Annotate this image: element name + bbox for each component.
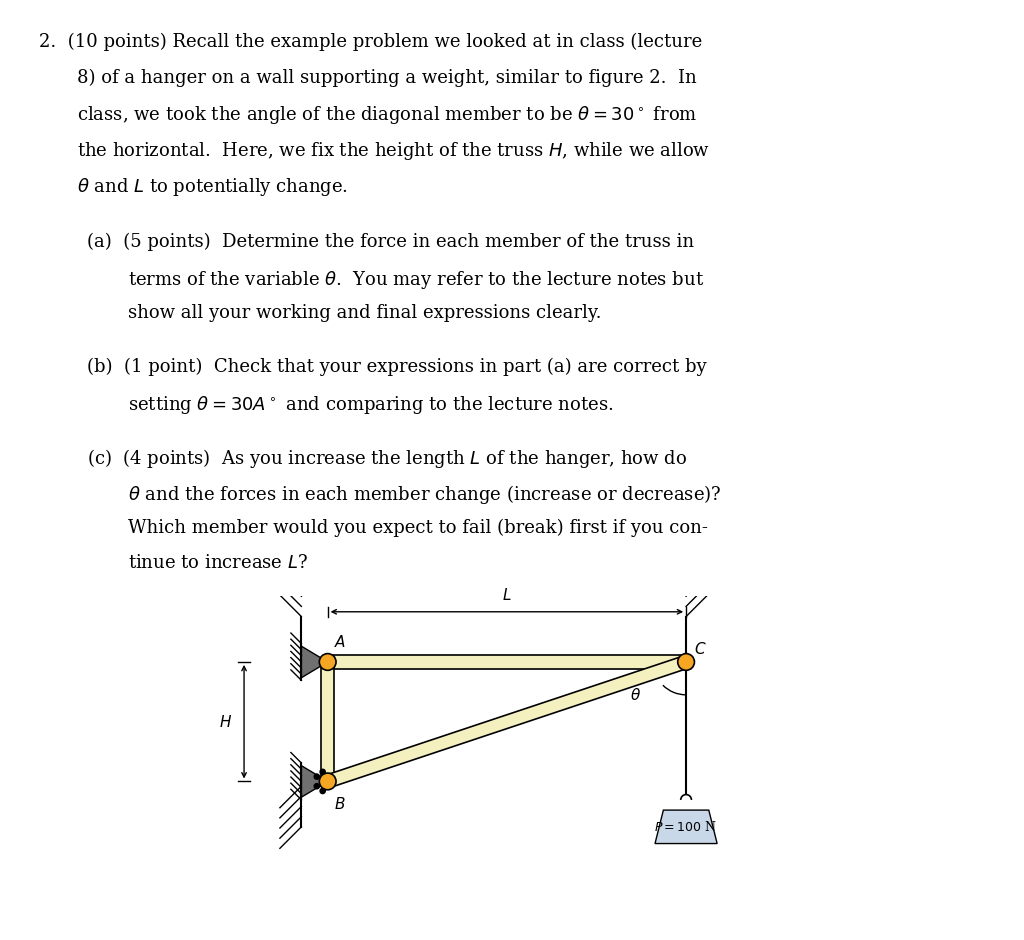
Text: $\theta$ and $L$ to potentially change.: $\theta$ and $L$ to potentially change. <box>77 176 348 197</box>
Polygon shape <box>326 656 688 788</box>
Text: (c)  (4 points)  As you increase the length $L$ of the hanger, how do: (c) (4 points) As you increase the lengt… <box>87 447 687 470</box>
Text: $\theta$ and the forces in each member change (increase or decrease)?: $\theta$ and the forces in each member c… <box>128 483 722 506</box>
Text: $B$: $B$ <box>334 796 345 812</box>
Text: tinue to increase $L$?: tinue to increase $L$? <box>128 555 308 572</box>
Text: $H$: $H$ <box>219 713 232 729</box>
Text: 2.  (10 points) Recall the example problem we looked at in class (lecture: 2. (10 points) Recall the example proble… <box>39 33 702 51</box>
Circle shape <box>321 779 326 784</box>
Polygon shape <box>301 646 328 678</box>
Text: the horizontal.  Here, we fix the height of the truss $H$, while we allow: the horizontal. Here, we fix the height … <box>77 140 710 162</box>
Circle shape <box>319 773 336 790</box>
Circle shape <box>319 653 336 670</box>
Text: $P = 100$ N: $P = 100$ N <box>654 820 718 834</box>
Polygon shape <box>322 662 334 781</box>
Polygon shape <box>655 810 717 843</box>
Text: $C$: $C$ <box>694 641 707 657</box>
Text: terms of the variable $\theta$.  You may refer to the lecture notes but: terms of the variable $\theta$. You may … <box>128 269 705 290</box>
Circle shape <box>314 774 319 779</box>
Text: $\theta$: $\theta$ <box>631 687 641 703</box>
Text: show all your working and final expressions clearly.: show all your working and final expressi… <box>128 305 601 322</box>
Text: (a)  (5 points)  Determine the force in each member of the truss in: (a) (5 points) Determine the force in ea… <box>87 233 694 251</box>
Circle shape <box>321 769 326 775</box>
Text: class, we took the angle of the diagonal member to be $\theta = 30^\circ$ from: class, we took the angle of the diagonal… <box>77 104 697 126</box>
Polygon shape <box>301 766 328 797</box>
Circle shape <box>678 653 694 670</box>
Polygon shape <box>328 655 686 668</box>
Text: 8) of a hanger on a wall supporting a weight, similar to figure 2.  In: 8) of a hanger on a wall supporting a we… <box>77 69 696 86</box>
Text: $L$: $L$ <box>502 588 512 603</box>
Circle shape <box>321 789 326 793</box>
Text: (b)  (1 point)  Check that your expressions in part (a) are correct by: (b) (1 point) Check that your expression… <box>87 358 707 376</box>
Text: $A$: $A$ <box>334 634 346 650</box>
Text: Which member would you expect to fail (break) first if you con-: Which member would you expect to fail (b… <box>128 519 708 537</box>
Text: setting $\theta = 30A^\circ$ and comparing to the lecture notes.: setting $\theta = 30A^\circ$ and compari… <box>128 394 613 415</box>
Circle shape <box>314 784 319 789</box>
